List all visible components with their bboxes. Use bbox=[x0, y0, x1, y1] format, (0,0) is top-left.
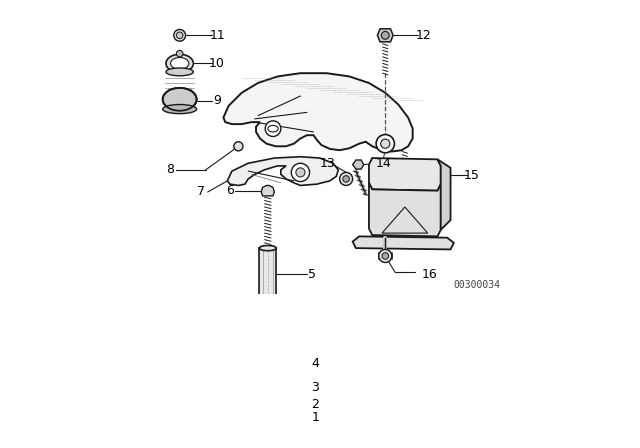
Circle shape bbox=[379, 250, 392, 263]
Bar bbox=[259, 248, 276, 300]
Text: 13: 13 bbox=[320, 157, 336, 170]
Circle shape bbox=[381, 31, 389, 39]
Text: 1: 1 bbox=[312, 411, 319, 424]
Circle shape bbox=[265, 121, 281, 137]
Text: 15: 15 bbox=[464, 168, 480, 181]
Ellipse shape bbox=[163, 104, 196, 114]
Polygon shape bbox=[369, 158, 441, 191]
Polygon shape bbox=[353, 160, 364, 169]
Polygon shape bbox=[261, 185, 275, 196]
Polygon shape bbox=[223, 73, 413, 151]
Circle shape bbox=[343, 176, 349, 182]
Text: 5: 5 bbox=[308, 268, 316, 281]
Text: 8: 8 bbox=[166, 163, 174, 177]
Ellipse shape bbox=[251, 411, 285, 419]
Polygon shape bbox=[369, 183, 441, 237]
Ellipse shape bbox=[256, 409, 280, 416]
Ellipse shape bbox=[254, 359, 282, 368]
Text: 10: 10 bbox=[209, 57, 225, 70]
Circle shape bbox=[174, 30, 186, 41]
Text: 6: 6 bbox=[226, 184, 234, 197]
Circle shape bbox=[382, 253, 388, 259]
Ellipse shape bbox=[166, 68, 193, 76]
Ellipse shape bbox=[166, 54, 193, 73]
Ellipse shape bbox=[259, 361, 277, 366]
Circle shape bbox=[381, 139, 390, 148]
Ellipse shape bbox=[259, 246, 276, 251]
Text: 9: 9 bbox=[213, 94, 221, 107]
Text: 16: 16 bbox=[422, 268, 438, 281]
Bar bbox=[256, 400, 280, 413]
Text: 00300034: 00300034 bbox=[453, 280, 500, 290]
Circle shape bbox=[291, 163, 310, 181]
Circle shape bbox=[234, 142, 243, 151]
Ellipse shape bbox=[163, 88, 196, 111]
Polygon shape bbox=[353, 237, 454, 250]
Text: 7: 7 bbox=[197, 185, 205, 198]
Ellipse shape bbox=[256, 396, 280, 403]
Circle shape bbox=[340, 172, 353, 185]
Ellipse shape bbox=[257, 391, 278, 397]
Polygon shape bbox=[378, 29, 393, 42]
Ellipse shape bbox=[257, 413, 278, 418]
Text: 11: 11 bbox=[210, 29, 225, 42]
Ellipse shape bbox=[257, 377, 278, 383]
Polygon shape bbox=[438, 159, 451, 230]
Text: 3: 3 bbox=[312, 381, 319, 394]
Ellipse shape bbox=[170, 57, 189, 69]
Circle shape bbox=[296, 168, 305, 177]
Ellipse shape bbox=[268, 125, 278, 132]
Text: 14: 14 bbox=[376, 157, 392, 170]
Ellipse shape bbox=[251, 414, 285, 424]
Text: 2: 2 bbox=[312, 398, 319, 411]
Circle shape bbox=[376, 134, 394, 153]
Circle shape bbox=[177, 32, 183, 39]
Ellipse shape bbox=[259, 298, 276, 303]
Text: 4: 4 bbox=[312, 357, 319, 370]
Bar bbox=[257, 380, 278, 394]
Polygon shape bbox=[227, 157, 339, 185]
Text: 12: 12 bbox=[415, 29, 431, 42]
Circle shape bbox=[177, 50, 183, 57]
